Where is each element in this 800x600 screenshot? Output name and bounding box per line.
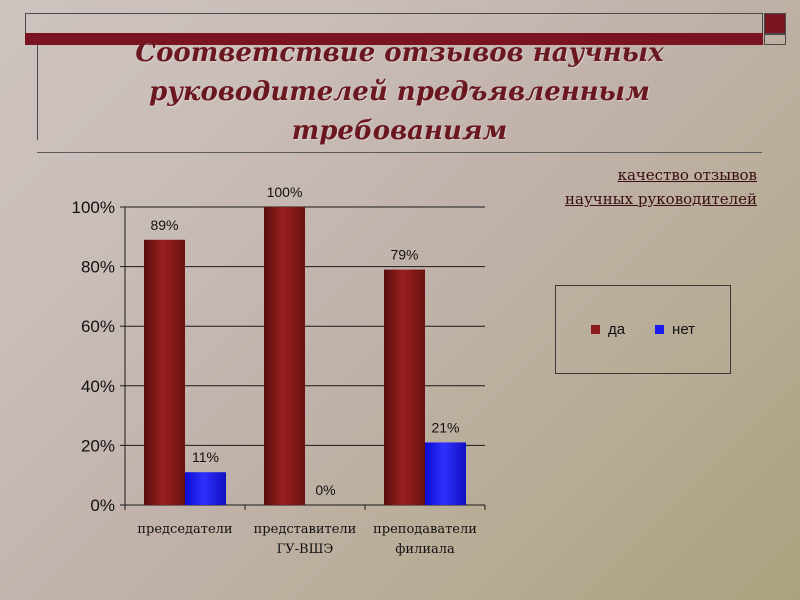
data-label-no-1: 0%	[315, 482, 335, 498]
chart-legend: да нет	[555, 285, 731, 374]
x-category-label-1-1: ГУ-ВШЭ	[277, 542, 334, 557]
legend-swatch-yes	[590, 325, 600, 334]
chart-axes: 0% 20% 40% 60% 80% 100%	[72, 198, 486, 515]
chart-bars	[144, 207, 466, 505]
slide-title-line-2: руководителей предъявленным требованиям	[149, 77, 650, 146]
legend-item-no: нет	[655, 321, 695, 338]
legend-item-yes: да	[590, 321, 626, 338]
header-accent-bar	[25, 33, 763, 45]
bar-yes-0	[144, 239, 185, 505]
x-category-label-1-0: представители	[254, 522, 357, 537]
title-left-rule	[37, 45, 38, 140]
chart-subtitle-line-1: качество отзывов	[617, 166, 757, 184]
y-tick-label-60: 60%	[81, 317, 115, 336]
chart-labels: 89% 11% председатели 100% 0% представители ГУ-…	[137, 184, 477, 557]
header-corner-square	[764, 13, 786, 35]
data-label-no-2: 21%	[431, 419, 459, 435]
y-tick-label-20: 20%	[81, 436, 115, 455]
x-category-label-0-0: председатели	[137, 522, 232, 537]
legend-swatch-no	[655, 325, 665, 334]
y-tick-label-80: 80%	[81, 258, 115, 277]
chart-subtitle-line-2: научных руководителей	[565, 190, 757, 208]
x-category-label-2-0: преподаватели	[373, 522, 477, 537]
legend-label-yes: да	[607, 321, 626, 338]
data-label-yes-1: 100%	[267, 184, 303, 200]
slide-title-box: Соответствие отзывов научных руководител…	[37, 38, 762, 146]
y-tick-label-100: 100%	[72, 198, 115, 217]
title-divider	[37, 152, 762, 153]
bar-yes-2	[384, 269, 425, 505]
y-tick-label-0: 0%	[90, 496, 115, 515]
data-label-no-0: 11%	[192, 449, 219, 465]
chart-subtitle: качество отзывов научных руководителей	[565, 163, 757, 211]
data-label-yes-2: 79%	[390, 247, 418, 263]
header-corner-outline	[764, 33, 786, 45]
bar-no-0	[185, 472, 226, 505]
legend-label-no: нет	[672, 321, 696, 338]
slide-title-line-1: Соответствие отзывов научных	[135, 38, 664, 68]
bar-yes-1	[264, 207, 305, 505]
bar-no-2	[425, 442, 466, 505]
y-tick-label-40: 40%	[81, 377, 115, 396]
data-label-yes-0: 89%	[150, 217, 178, 233]
x-category-label-2-1: филиала	[395, 542, 455, 557]
slide-title: Соответствие отзывов научных руководител…	[37, 34, 762, 151]
